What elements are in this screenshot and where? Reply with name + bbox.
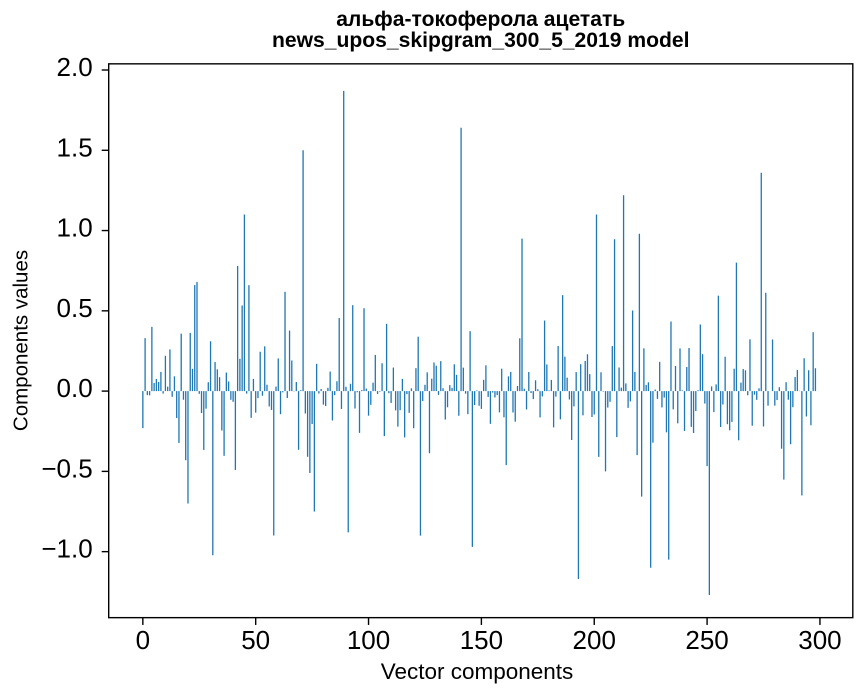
svg-text:Components values: Components values [10,250,33,431]
svg-text:2.0: 2.0 [57,52,93,82]
svg-text:0.5: 0.5 [57,293,93,323]
svg-text:1.0: 1.0 [57,213,93,243]
svg-text:300: 300 [798,625,841,655]
svg-text:100: 100 [347,625,390,655]
svg-text:250: 250 [685,625,728,655]
svg-text:Vector components: Vector components [381,659,574,684]
svg-text:1.5: 1.5 [57,132,93,162]
svg-text:200: 200 [573,625,616,655]
svg-text:−0.5: −0.5 [41,453,92,483]
svg-text:50: 50 [241,625,270,655]
svg-text:news_upos_skipgram_300_5_2019: news_upos_skipgram_300_5_2019 model [272,29,689,52]
svg-text:0.0: 0.0 [57,373,93,403]
svg-text:−1.0: −1.0 [41,534,92,564]
svg-text:0: 0 [136,625,150,655]
svg-text:альфа-токоферола ацетать: альфа-токоферола ацетать [336,8,625,31]
svg-text:150: 150 [460,625,503,655]
